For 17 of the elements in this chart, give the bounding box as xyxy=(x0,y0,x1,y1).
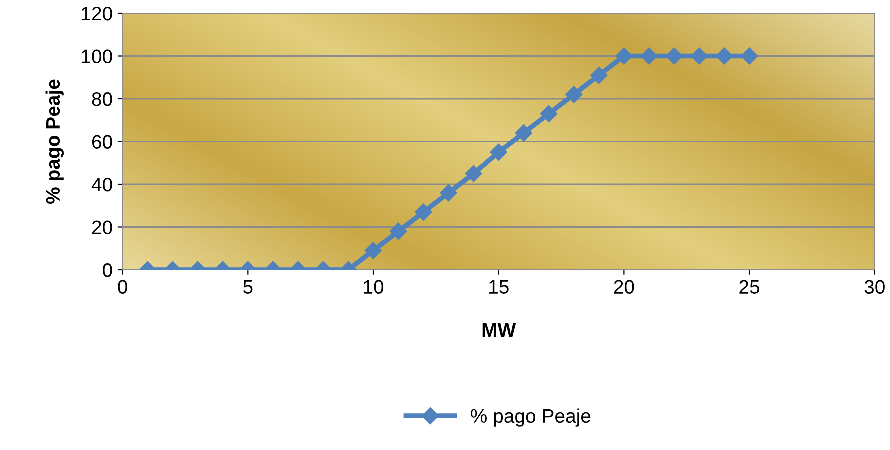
y-tick-label: 40 xyxy=(92,178,112,192)
y-axis-title: % pago Peaje xyxy=(46,80,64,204)
legend-label: % pago Peaje xyxy=(471,408,591,427)
x-tick-label: 20 xyxy=(614,280,634,294)
y-tick-label: 20 xyxy=(92,220,112,234)
y-tick-label: 60 xyxy=(92,135,112,149)
y-tick-label: 120 xyxy=(82,6,112,21)
x-tick-label: 15 xyxy=(490,280,509,294)
x-tick-label: 30 xyxy=(864,280,885,294)
x-tick-label: 25 xyxy=(740,280,760,294)
x-axis-title: MW xyxy=(482,324,516,337)
x-tick-label: 10 xyxy=(364,280,384,294)
y-tick-label: 0 xyxy=(103,263,112,278)
x-tick-label: 5 xyxy=(244,280,253,294)
y-tick-label: 100 xyxy=(82,50,112,64)
y-tick-label: 80 xyxy=(92,92,112,106)
x-tick-label: 0 xyxy=(118,280,128,294)
